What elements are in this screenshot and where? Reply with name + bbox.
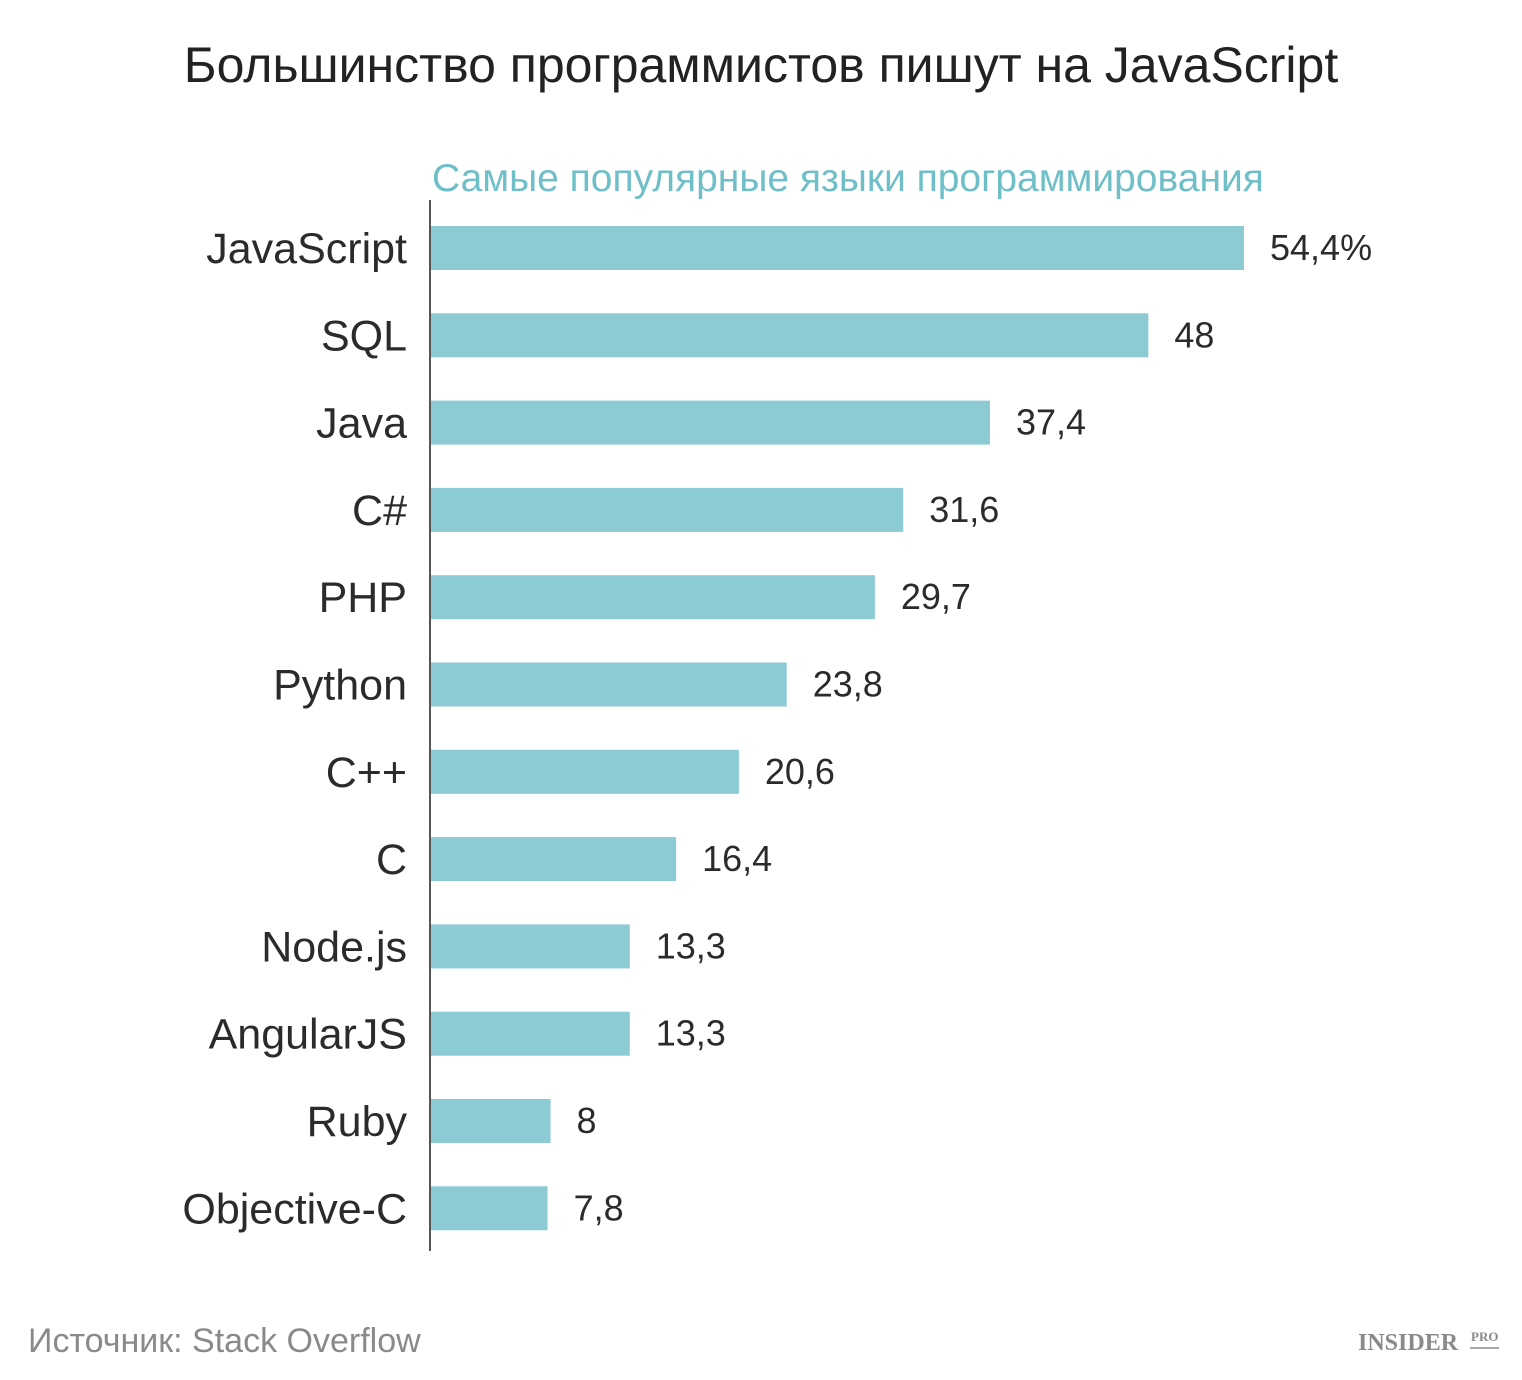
bar bbox=[431, 313, 1149, 358]
value-label: 13,3 bbox=[656, 925, 726, 966]
value-label: 20,6 bbox=[765, 751, 835, 792]
category-label: Objective-C bbox=[182, 1185, 407, 1233]
category-label: JavaScript bbox=[206, 225, 407, 273]
bars-group: JavaScript 54,4% SQL 48 Java 37,4 C# 31,6 PHP 29,… bbox=[182, 225, 1372, 1233]
bar bbox=[431, 837, 677, 882]
category-label: Python bbox=[273, 662, 407, 710]
value-label: 54,4% bbox=[1270, 227, 1372, 268]
value-label: 48 bbox=[1174, 314, 1214, 355]
category-label: Java bbox=[316, 400, 407, 448]
value-label: 8 bbox=[577, 1100, 597, 1141]
bar bbox=[431, 1186, 548, 1231]
logo-suffix-text: PRO bbox=[1471, 1329, 1498, 1344]
bar bbox=[431, 662, 787, 707]
bar bbox=[431, 575, 875, 620]
value-label: 31,6 bbox=[929, 489, 999, 530]
category-label: C++ bbox=[326, 749, 407, 797]
category-label: SQL bbox=[321, 312, 407, 360]
bar bbox=[431, 487, 904, 532]
bar bbox=[431, 400, 990, 445]
category-label: Ruby bbox=[307, 1098, 408, 1146]
category-label: Node.js bbox=[261, 923, 407, 971]
insider-logo: INSIDER PRO bbox=[1358, 1329, 1499, 1356]
bar bbox=[431, 924, 630, 969]
category-label: AngularJS bbox=[209, 1011, 407, 1059]
value-label: 7,8 bbox=[574, 1187, 624, 1228]
value-label: 16,4 bbox=[702, 838, 772, 879]
chart-subtitle: Самые популярные языки программирования bbox=[432, 157, 1264, 200]
logo-main-text: INSIDER bbox=[1358, 1330, 1459, 1356]
value-label: 29,7 bbox=[901, 576, 971, 617]
chart-title: Большинство программистов пишут на JavaS… bbox=[184, 37, 1339, 93]
category-label: PHP bbox=[319, 574, 407, 622]
category-label: C# bbox=[352, 487, 407, 535]
source-text: Источник: Stack Overflow bbox=[28, 1322, 421, 1360]
bar bbox=[431, 1099, 551, 1143]
bar bbox=[431, 226, 1244, 270]
value-label: 13,3 bbox=[656, 1013, 726, 1054]
bar bbox=[431, 1011, 630, 1056]
value-label: 23,8 bbox=[813, 664, 883, 705]
category-label: C bbox=[376, 836, 407, 884]
value-label: 37,4 bbox=[1016, 402, 1086, 443]
bar bbox=[431, 749, 739, 794]
